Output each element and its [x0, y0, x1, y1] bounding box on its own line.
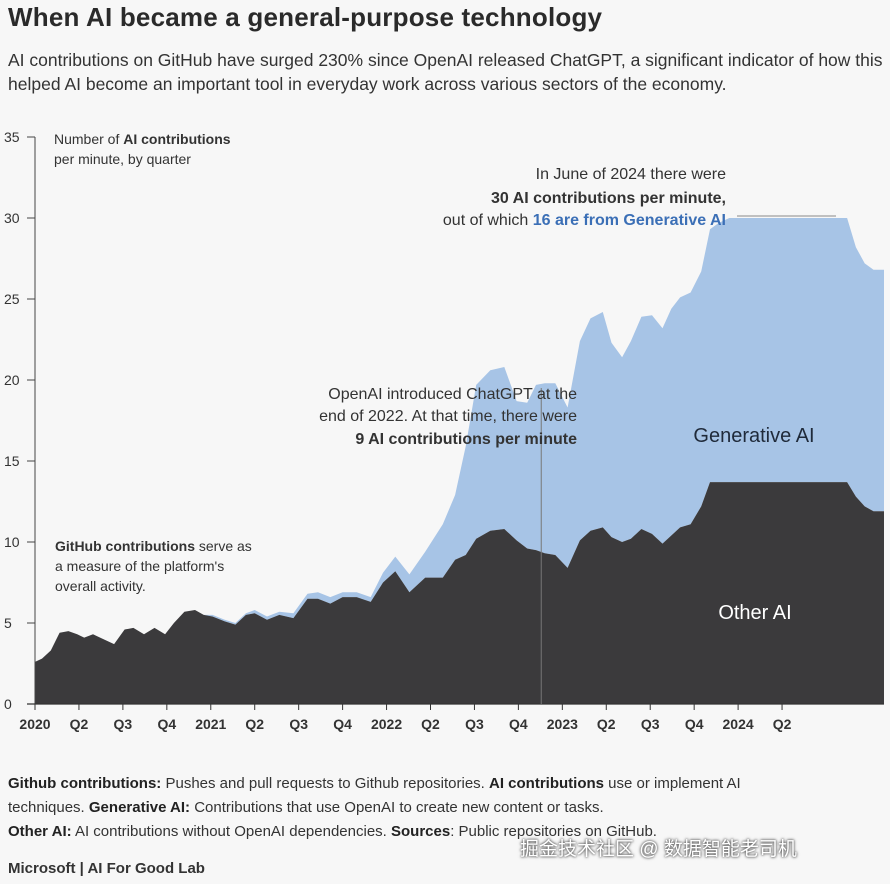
x-tick-label: Q3 [289, 716, 308, 732]
annotation-2024-line2-part: 30 AI contributions per minute, [491, 190, 726, 207]
series-label-other-ai: Other AI [718, 602, 791, 624]
annotation-chatgpt-line2: end of 2022. At that time, there were [319, 408, 577, 425]
y-tick-label: 5 [4, 615, 12, 631]
x-tick-label: 2023 [547, 716, 578, 732]
x-tick-label: Q3 [114, 716, 133, 732]
footer-term-otherai: Other AI: [8, 823, 72, 840]
y-axis-label-line2: per minute, by quarter [54, 151, 191, 167]
series-label-generative-ai: Generative AI [693, 425, 814, 447]
x-tick-label: Q4 [333, 716, 352, 732]
y-axis-label-line1: Number of AI contributions [54, 131, 231, 147]
footer-term-genai: Generative AI: [88, 799, 191, 816]
y-tick-label: 0 [4, 696, 12, 712]
area-series-generative-ai [35, 218, 884, 662]
x-tick-label: 2020 [19, 716, 50, 732]
footer-text: : Public repositories on GitHub. [450, 823, 657, 840]
area-series-other-ai [35, 482, 884, 704]
footer-line-3: Other AI: AI contributions without OpenA… [8, 820, 880, 844]
annotation-2024-line3-part: 16 are from Generative AI [533, 212, 726, 229]
y-axis-label-line2-part: per minute, by quarter [54, 151, 191, 167]
x-tick-label: Q4 [685, 716, 704, 732]
footer-text: techniques. [8, 799, 89, 816]
footer-term-ai: AI contributions [489, 775, 604, 792]
annotation-chatgpt-line1: OpenAI introduced ChatGPT at the [328, 386, 577, 403]
annotation-2024-line3-part: out of which [443, 212, 533, 229]
footer-line-2: techniques. Generative AI: Contributions… [8, 796, 880, 820]
y-tick-label: 10 [4, 534, 20, 550]
watermark: 掘金技术社区 @ 数据智能老司机 [520, 839, 797, 860]
x-tick-label: 2024 [723, 716, 754, 732]
chart-subtitle: AI contributions on GitHub have surged 2… [8, 50, 883, 94]
annotation-2024-line1: In June of 2024 there were [536, 166, 726, 183]
x-tick-label: Q2 [421, 716, 440, 732]
footer-line-1: Github contributions: Pushes and pull re… [8, 772, 880, 796]
annotation-github-line2-part: a measure of the platform's [55, 558, 224, 574]
annotation-chatgpt-line3-part: 9 AI contributions per minute [355, 431, 577, 448]
y-tick-label: 35 [4, 129, 20, 145]
annotation-github-line1-part: serve as [195, 538, 252, 554]
annotation-chatgpt-line2-part: end of 2022. At that time, there were [319, 408, 577, 425]
x-tick-label: Q2 [245, 716, 264, 732]
footer-text: AI contributions without OpenAI dependen… [71, 823, 391, 840]
footer-term-github: Github contributions: [8, 775, 162, 792]
footer-text: Contributions that use OpenAI to create … [190, 799, 604, 816]
annotation-chatgpt-line1-part: OpenAI introduced ChatGPT at the [328, 386, 577, 403]
x-tick-label: Q2 [70, 716, 89, 732]
footer-text: Pushes and pull requests to Github repos… [161, 775, 489, 792]
annotation-github-line1-part: GitHub contributions [55, 538, 195, 554]
annotation-github-line3-part: overall activity. [55, 578, 146, 594]
footer-term-sources: Sources [391, 823, 451, 840]
x-tick-label: 2022 [371, 716, 402, 732]
y-tick-label: 25 [4, 291, 20, 307]
x-tick-label: Q3 [465, 716, 484, 732]
footer-text: use or implement AI [604, 775, 741, 792]
y-axis-label-line1-part: Number of [54, 131, 123, 147]
annotation-2024-line1-part: In June of 2024 there were [536, 166, 726, 183]
y-tick-label: 20 [4, 372, 20, 388]
y-axis-label-line1-part: AI contributions [123, 131, 231, 147]
x-tick-label: Q3 [641, 716, 660, 732]
annotation-2024-line3: out of which 16 are from Generative AI [443, 212, 726, 229]
area-chart: 0 5 10 15 20 25 30 35 2020 Q2 Q3 Q4 2021 Q2 Q3 Q4 2022 Q2… [4, 129, 884, 732]
y-tick-label: 15 [4, 453, 20, 469]
x-tick-label: Q4 [509, 716, 528, 732]
brand-credit: Microsoft | AI For Good Lab [8, 860, 205, 877]
annotation-github-line2: a measure of the platform's [55, 558, 224, 574]
y-tick-label: 30 [4, 210, 20, 226]
annotation-chatgpt-line3: 9 AI contributions per minute [355, 431, 577, 448]
annotation-github-line1: GitHub contributions serve as [55, 538, 252, 554]
x-tick-label: 2021 [195, 716, 226, 732]
chart-title: When AI became a general-purpose technol… [8, 2, 603, 32]
x-tick-label: Q2 [773, 716, 792, 732]
x-tick-label: Q2 [597, 716, 616, 732]
annotation-2024-line2: 30 AI contributions per minute, [491, 190, 726, 207]
x-tick-label: Q4 [157, 716, 176, 732]
annotation-github-line3: overall activity. [55, 578, 146, 594]
